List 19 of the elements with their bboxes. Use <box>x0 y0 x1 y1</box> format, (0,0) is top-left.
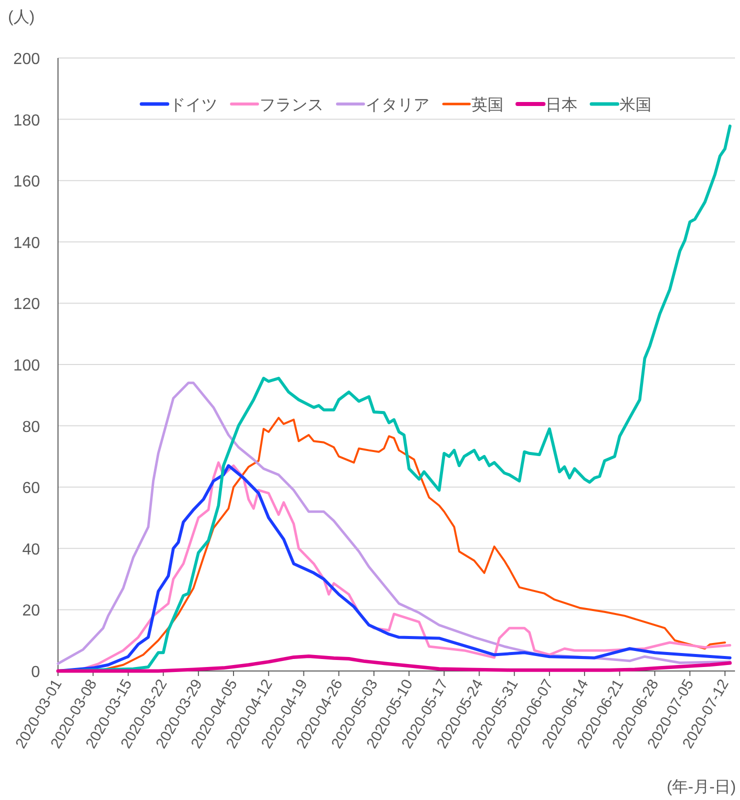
legend-label: 日本 <box>546 96 578 114</box>
y-tick-label: 0 <box>31 664 40 681</box>
legend-label: ドイツ <box>170 97 218 114</box>
legend-label: フランス <box>260 97 324 114</box>
y-tick-label: 200 <box>13 51 40 68</box>
legend-label: 米国 <box>620 96 652 114</box>
legend-label: 英国 <box>472 96 504 114</box>
legend-label: イタリア <box>366 97 430 114</box>
y-tick-label: 140 <box>13 234 40 252</box>
y-tick-label: 20 <box>22 602 40 620</box>
y-tick-label: 120 <box>13 296 40 314</box>
x-axis-title: (年-月-日) <box>666 779 736 796</box>
y-tick-label: 60 <box>22 480 40 498</box>
y-tick-label: 100 <box>13 358 40 374</box>
y-tick-label: 80 <box>22 418 40 436</box>
y-tick-label: 160 <box>13 174 40 191</box>
y-axis-title: (人) <box>8 9 35 26</box>
y-tick-label: 180 <box>13 112 40 130</box>
y-tick-label: 40 <box>22 541 40 558</box>
